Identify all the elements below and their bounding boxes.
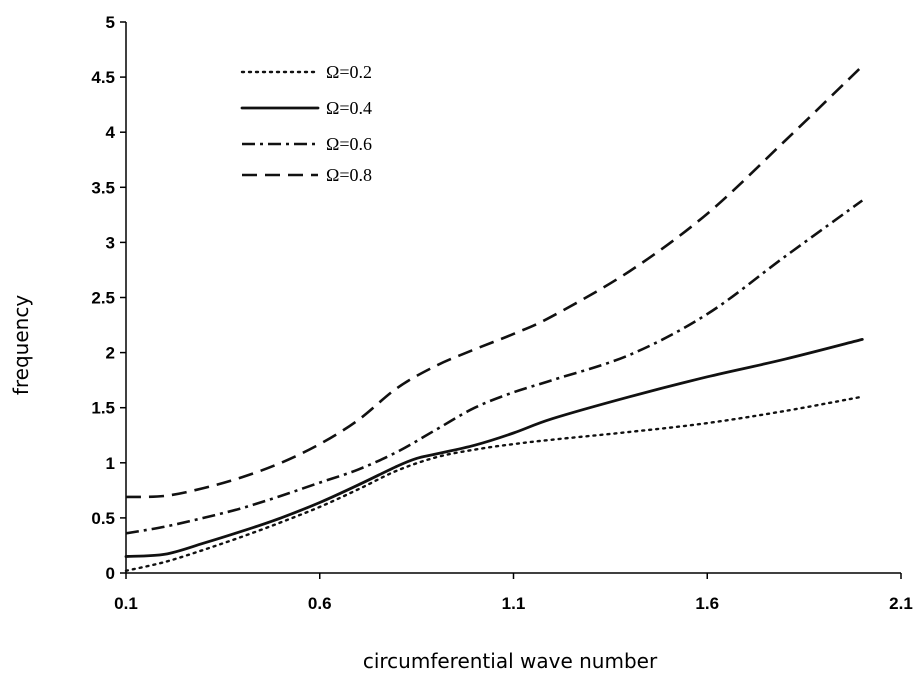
axes: 0 0.5 1 1.5 2 2.5 3 3.5 4 4.5 5 0.1 0.6 1.1 1.6 2.1 [91, 13, 912, 613]
series-line-2 [124, 338, 864, 558]
x-tick-label: 2.1 [889, 594, 913, 613]
y-tick-label: 3 [106, 233, 115, 252]
y-tick-label: 0 [106, 564, 115, 583]
x-tick-label: 0.1 [114, 594, 138, 613]
legend-label-1: Ω=0.2 [326, 62, 372, 82]
y-tick-label: 3.5 [91, 178, 115, 197]
series-line-1 [124, 395, 864, 572]
legend-label-2: Ω=0.4 [326, 98, 372, 118]
series-line-3 [125, 199, 864, 535]
y-axis-title: frequency [9, 295, 33, 395]
x-tick-label: 0.6 [308, 594, 332, 613]
legend: Ω=0.2 Ω=0.4 Ω=0.6 Ω=0.8 [240, 62, 372, 185]
y-tick-label: 5 [106, 13, 115, 32]
x-tick-label: 1.1 [502, 594, 526, 613]
y-tick-label: 1 [106, 454, 115, 473]
y-tick-label: 4.5 [91, 68, 115, 87]
y-tick-label: 2 [106, 344, 115, 363]
legend-label-3: Ω=0.6 [326, 134, 372, 154]
y-tick-label: 2.5 [91, 289, 115, 308]
y-tick-label: 4 [106, 123, 116, 142]
x-tick-label: 1.6 [695, 594, 719, 613]
series-line-4 [125, 65, 864, 499]
y-tick-label: 1.5 [91, 399, 115, 418]
y-tick-label: 0.5 [91, 509, 115, 528]
series-layer [124, 65, 864, 572]
legend-label-4: Ω=0.8 [326, 165, 372, 185]
x-axis-title: circumferential wave number [363, 649, 658, 673]
